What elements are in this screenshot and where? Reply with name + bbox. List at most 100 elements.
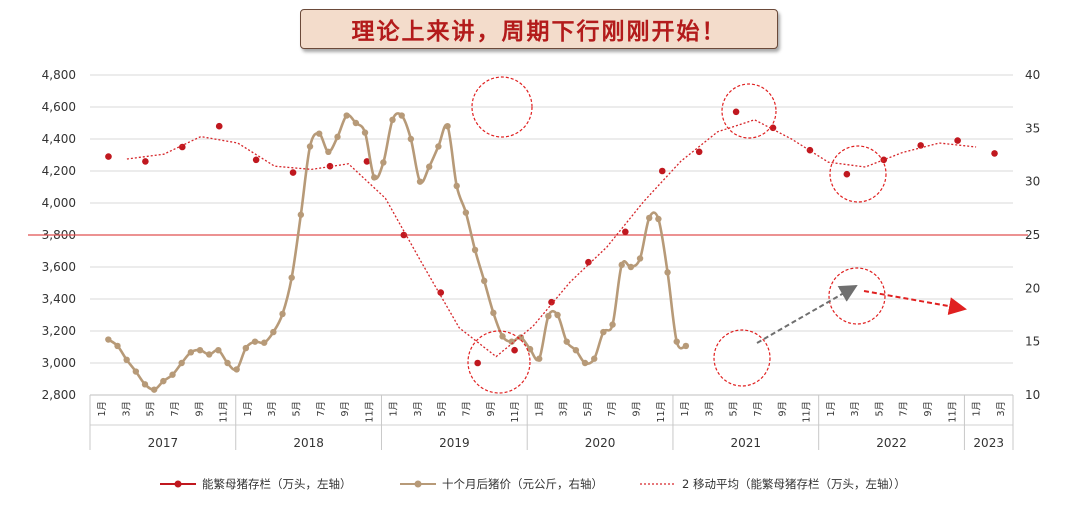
- sow-stock-point: [142, 158, 149, 165]
- left-tick-label: 3,000: [42, 356, 76, 370]
- price-point: [251, 338, 259, 345]
- price-point: [426, 163, 433, 170]
- price-point: [306, 143, 314, 150]
- month-tick-label: 1月: [97, 401, 108, 417]
- month-tick-label: 3月: [121, 401, 132, 417]
- price-point: [315, 130, 323, 137]
- year-label: 2022: [876, 436, 907, 450]
- left-tick-label: 3,200: [42, 324, 76, 338]
- highlight-circle: [829, 145, 887, 203]
- series-2: [105, 112, 690, 393]
- legend-label: 十个月后猪价（元公斤，右轴）: [442, 477, 603, 491]
- price-point: [398, 112, 405, 119]
- year-label: 2020: [585, 436, 616, 450]
- month-tick-label: 7月: [316, 401, 327, 417]
- sow-stock-point: [843, 170, 851, 178]
- year-label: 2019: [439, 436, 470, 450]
- month-tick-label: 5月: [729, 401, 740, 417]
- sow-stock-point: [732, 108, 740, 116]
- title-banner: 理论上来讲，周期下行刚刚开始！: [300, 9, 778, 49]
- price-point: [682, 342, 690, 350]
- price-point: [141, 381, 149, 388]
- left-tick-label: 2,800: [42, 388, 76, 402]
- highlight-circle: [713, 329, 771, 387]
- sow-stock-point: [105, 153, 112, 160]
- year-label: 2023: [973, 436, 1004, 450]
- year-label: 2017: [148, 436, 179, 450]
- month-tick-label: 5月: [583, 401, 594, 417]
- price-point: [260, 339, 268, 346]
- right-tick-label: 25: [1025, 228, 1040, 242]
- price-point: [270, 328, 277, 336]
- sow-stock-point: [917, 142, 924, 149]
- month-tick-label: 7月: [753, 401, 764, 417]
- price-point: [361, 129, 369, 136]
- price-point: [545, 312, 552, 320]
- month-tick-label: 5月: [874, 401, 885, 417]
- sow-stock-point: [215, 122, 223, 130]
- legend-marker: [174, 480, 182, 488]
- right-tick-label: 35: [1025, 121, 1040, 135]
- price-point: [462, 209, 470, 216]
- month-tick-label: 3月: [996, 401, 1007, 417]
- price-point: [490, 309, 497, 317]
- price-point: [453, 182, 460, 190]
- month-tick-label: 3月: [704, 401, 715, 417]
- price-point: [160, 377, 167, 385]
- price-point: [380, 159, 387, 166]
- price-line: [107, 112, 687, 392]
- price-point: [114, 342, 121, 350]
- price-point: [178, 359, 185, 367]
- highlight-circle: [467, 330, 531, 394]
- price-point: [517, 334, 525, 341]
- price-point: [343, 112, 350, 119]
- month-tick-label: 1月: [972, 401, 983, 417]
- price-point: [618, 261, 625, 269]
- price-point: [563, 338, 570, 345]
- price-point: [609, 321, 616, 328]
- month-tick-label: 7月: [170, 401, 181, 417]
- month-tick-label: 7月: [461, 401, 472, 417]
- sow-stock-point: [622, 228, 629, 236]
- month-tick-label: 11月: [947, 401, 958, 423]
- month-tick-label: 5月: [146, 401, 157, 417]
- left-tick-label: 3,600: [42, 260, 76, 274]
- month-tick-label: 1月: [389, 401, 400, 417]
- price-point: [325, 148, 332, 155]
- price-point: [646, 214, 653, 222]
- x-axis: 1月 3月 5月 7月 9月 11月 1月 3月 5月 7月 9月 11月 1月 3月 5月 7月 9月 11月 1…: [89, 394, 1014, 450]
- month-tick-label: 11月: [802, 401, 813, 423]
- price-point: [581, 359, 589, 367]
- highlight-circle: [828, 267, 886, 325]
- price-point: [187, 349, 195, 356]
- left-tick-label: 4,800: [42, 68, 76, 82]
- price-point: [664, 269, 671, 276]
- sow-stock-point: [658, 167, 666, 175]
- sow-stock-point: [695, 148, 703, 156]
- price-point: [288, 274, 295, 281]
- price-point: [416, 178, 424, 185]
- price-point: [600, 328, 607, 336]
- price-point: [526, 345, 534, 353]
- price-point: [215, 347, 222, 354]
- price-point: [196, 347, 204, 354]
- highlight-circle: [721, 83, 777, 139]
- legend-marker: [414, 480, 422, 488]
- price-point: [407, 135, 415, 143]
- month-tick-label: 1月: [826, 401, 837, 417]
- legend: 能繁母猪存栏（万头，左轴） 十个月后猪价（元公斤，右轴） 2 移动平均（能繁母猪存栏…: [160, 477, 906, 491]
- right-axis: 10 15 20 25 30 35 40: [1025, 68, 1040, 402]
- price-point: [242, 344, 250, 352]
- price-point: [655, 215, 662, 223]
- price-point: [591, 355, 598, 362]
- price-point: [627, 263, 635, 271]
- price-point: [169, 371, 176, 378]
- sow-stock-point: [289, 169, 297, 176]
- price-point: [150, 386, 158, 393]
- sow-stock-point: [511, 346, 518, 354]
- price-point: [536, 355, 543, 362]
- series-group: [105, 108, 998, 393]
- year-label: 2018: [293, 436, 324, 450]
- right-tick-label: 10: [1025, 388, 1040, 402]
